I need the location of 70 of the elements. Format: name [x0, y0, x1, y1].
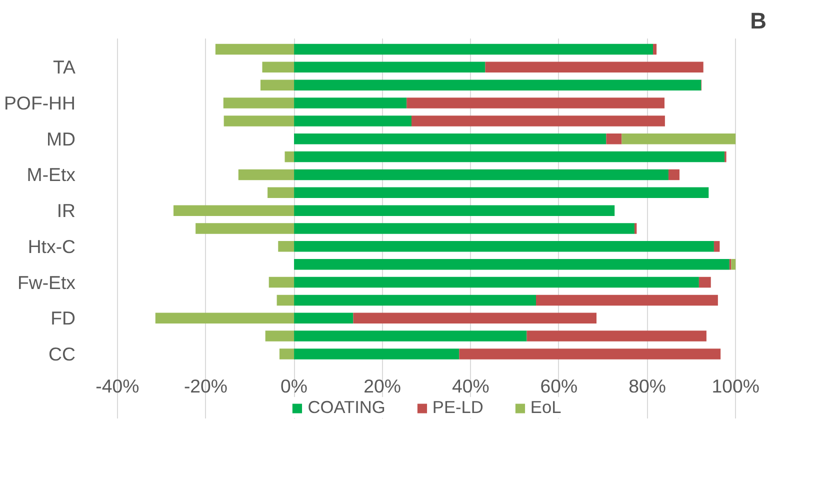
y-tick-label: M-Etx — [26, 164, 76, 186]
bar — [536, 294, 718, 306]
y-tick-label: MD — [46, 128, 76, 150]
bar — [196, 223, 294, 234]
bar — [279, 348, 294, 360]
bar — [215, 44, 294, 55]
bar — [268, 187, 294, 198]
bar — [634, 223, 637, 234]
x-tick-label: 0% — [280, 376, 308, 397]
bar — [294, 44, 654, 55]
bar — [731, 258, 736, 270]
bar — [485, 62, 704, 73]
bar — [411, 116, 665, 126]
bar — [294, 134, 606, 144]
bar — [276, 294, 294, 306]
bar — [294, 98, 407, 108]
x-tick-label: 60% — [540, 376, 578, 397]
bar — [155, 312, 294, 324]
y-tick-label: Fw-Etx — [17, 272, 76, 293]
bar — [668, 169, 680, 180]
bar — [294, 312, 354, 324]
bar — [294, 116, 412, 126]
y-tick-label: TA — [53, 56, 76, 78]
bar — [294, 276, 699, 288]
bar — [294, 330, 527, 342]
bar — [622, 134, 736, 144]
bar — [459, 348, 721, 360]
bar — [653, 44, 657, 55]
bar — [284, 151, 294, 162]
bar — [268, 276, 294, 288]
x-tick-label: 20% — [364, 376, 402, 397]
bar — [173, 205, 294, 216]
bar — [294, 80, 702, 90]
bar — [294, 169, 668, 180]
bar — [353, 312, 596, 324]
bar — [294, 258, 730, 270]
bar — [238, 169, 294, 180]
bar — [606, 134, 622, 144]
y-tick-label: IR — [56, 200, 76, 222]
bar — [262, 62, 294, 73]
bar — [294, 223, 634, 234]
bar — [294, 205, 615, 216]
legend-label: PE-LD — [432, 397, 484, 418]
x-tick-label: 100% — [712, 376, 760, 397]
bar — [406, 98, 664, 108]
bar — [294, 294, 536, 306]
bar — [294, 187, 709, 198]
bar — [265, 330, 294, 342]
bar — [278, 241, 294, 252]
bar — [714, 241, 720, 252]
bar — [224, 116, 294, 126]
bar — [294, 151, 725, 162]
y-tick-label: FD — [50, 308, 76, 329]
bar — [294, 62, 486, 73]
x-tick-label: -20% — [184, 376, 228, 397]
x-tick-label: -40% — [96, 376, 140, 397]
y-tick-label: CC — [48, 343, 76, 364]
y-tick-label: Htx-C — [28, 236, 76, 257]
bar — [294, 241, 714, 252]
x-tick-label: 80% — [628, 376, 666, 397]
bar — [526, 330, 706, 342]
x-tick-label: 40% — [452, 376, 490, 397]
bar — [260, 80, 294, 90]
y-tick-label: POF-HH — [4, 92, 76, 114]
bar — [698, 276, 711, 288]
legend-label: EoL — [530, 397, 562, 418]
bar — [223, 98, 294, 108]
legend-label: COATING — [308, 397, 386, 418]
bar — [294, 348, 460, 360]
text: B — [750, 8, 767, 34]
